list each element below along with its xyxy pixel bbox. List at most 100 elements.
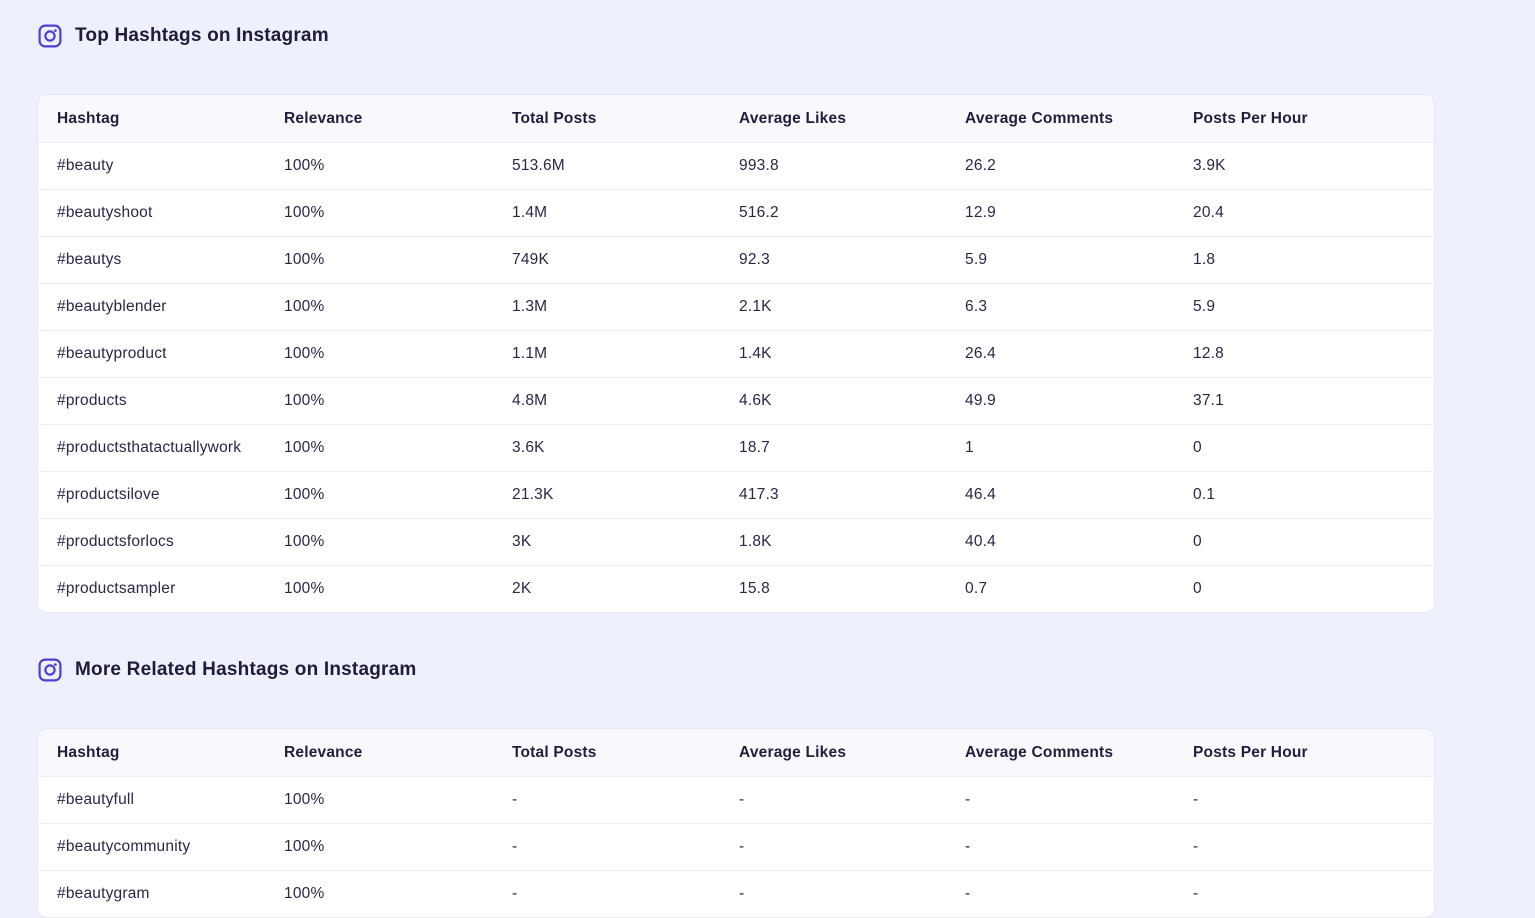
hashtag-cell: #beautyproduct [57, 345, 167, 362]
more-related-hashtags-table: Hashtag Relevance Total Posts Average Likes… [37, 728, 1435, 918]
section-more-related-hashtags: More Related Hashtags on Instagram Hasht… [0, 656, 1535, 918]
value-cell: - [965, 791, 971, 808]
value-cell: - [512, 791, 518, 808]
value-cell: 0.1 [1193, 486, 1216, 503]
value-cell: 100% [284, 838, 325, 855]
value-cell: 20.4 [1193, 204, 1224, 221]
value-cell: 0.7 [965, 580, 988, 597]
value-cell: 2.1K [739, 298, 772, 315]
hashtag-cell: #beautyblender [57, 298, 167, 315]
value-cell: - [1193, 791, 1199, 808]
value-cell: 1.8K [739, 533, 772, 550]
value-cell: 46.4 [965, 486, 996, 503]
section-header: More Related Hashtags on Instagram [38, 656, 1535, 683]
value-cell: 0 [1193, 439, 1202, 456]
value-cell: 1.3M [512, 298, 548, 315]
value-cell: 100% [284, 885, 325, 902]
value-cell: 1.1M [512, 345, 548, 362]
column-header: Average Comments [965, 109, 1114, 127]
hashtag-cell: #beautyshoot [57, 204, 153, 221]
hashtag-cell: #products [57, 392, 127, 409]
value-cell: 513.6M [512, 157, 565, 174]
value-cell: 15.8 [739, 580, 770, 597]
value-cell: 100% [284, 791, 325, 808]
table-row: #productsilove 100% 21.3K 417.3 46.4 0.1 [38, 471, 1434, 518]
value-cell: 0 [1193, 580, 1202, 597]
table-row: #productsampler 100% 2K 15.8 0.7 0 [38, 565, 1434, 612]
value-cell: 100% [284, 345, 325, 362]
table-header-row: Hashtag Relevance Total Posts Average Likes… [38, 729, 1434, 776]
column-header: Average Comments [965, 743, 1114, 761]
value-cell: - [1193, 838, 1199, 855]
section-title: More Related Hashtags on Instagram [75, 658, 417, 680]
value-cell: 5.9 [965, 251, 988, 268]
table-row: #beautys 100% 749K 92.3 5.9 1.8 [38, 236, 1434, 283]
value-cell: 49.9 [965, 392, 996, 409]
value-cell: - [965, 838, 971, 855]
value-cell: 3.9K [1193, 157, 1226, 174]
value-cell: 6.3 [965, 298, 988, 315]
value-cell: 37.1 [1193, 392, 1224, 409]
value-cell: 993.8 [739, 157, 779, 174]
value-cell: 749K [512, 251, 549, 268]
value-cell: 1 [965, 439, 974, 456]
hashtag-cell: #productsforlocs [57, 533, 174, 550]
value-cell: - [512, 838, 518, 855]
column-header: Average Likes [739, 743, 847, 761]
value-cell: - [739, 885, 745, 902]
value-cell: 516.2 [739, 204, 779, 221]
value-cell: 100% [284, 439, 325, 456]
hashtag-cell: #beauty [57, 157, 114, 174]
value-cell: 4.8M [512, 392, 548, 409]
value-cell: 100% [284, 204, 325, 221]
column-header: Posts Per Hour [1193, 743, 1308, 761]
value-cell: 100% [284, 533, 325, 550]
value-cell: 100% [284, 157, 325, 174]
value-cell: 40.4 [965, 533, 996, 550]
column-header: Relevance [284, 743, 363, 761]
value-cell: 100% [284, 580, 325, 597]
value-cell: 92.3 [739, 251, 770, 268]
hashtag-cell: #beautygram [57, 885, 150, 902]
value-cell: 5.9 [1193, 298, 1216, 315]
hashtag-cell: #beautys [57, 251, 122, 268]
value-cell: 0 [1193, 533, 1202, 550]
value-cell: 18.7 [739, 439, 770, 456]
column-header: Relevance [284, 109, 363, 127]
value-cell: 1.8 [1193, 251, 1216, 268]
value-cell: 100% [284, 251, 325, 268]
value-cell: - [739, 838, 745, 855]
top-hashtags-table: Hashtag Relevance Total Posts Average Likes… [37, 94, 1435, 613]
table-row: #beautyshoot 100% 1.4M 516.2 12.9 20.4 [38, 189, 1434, 236]
value-cell: 4.6K [739, 392, 772, 409]
table-row: #productsthatactuallywork 100% 3.6K 18.7 1 0 [38, 424, 1434, 471]
table-row: #productsforlocs 100% 3K 1.8K 40.4 0 [38, 518, 1434, 565]
value-cell: - [965, 885, 971, 902]
value-cell: 3.6K [512, 439, 545, 456]
table-row: #beautyfull 100% - - - - [38, 776, 1434, 823]
value-cell: 21.3K [512, 486, 554, 503]
value-cell: 12.8 [1193, 345, 1224, 362]
section-top-hashtags: Top Hashtags on Instagram Hashtag Relevan… [0, 22, 1535, 613]
section-header: Top Hashtags on Instagram [38, 22, 1535, 49]
table-row: #beautycommunity 100% - - - - [38, 823, 1434, 870]
table-header-row: Hashtag Relevance Total Posts Average Likes… [38, 95, 1434, 142]
value-cell: - [1193, 885, 1199, 902]
table-row: #beautyblender 100% 1.3M 2.1K 6.3 5.9 [38, 283, 1434, 330]
instagram-icon [38, 24, 62, 48]
hashtag-cell: #beautycommunity [57, 838, 191, 855]
column-header: Total Posts [512, 743, 597, 761]
column-header: Posts Per Hour [1193, 109, 1308, 127]
value-cell: 417.3 [739, 486, 779, 503]
value-cell: - [512, 885, 518, 902]
value-cell: 100% [284, 486, 325, 503]
column-header: Hashtag [57, 743, 120, 761]
hashtag-cell: #productsampler [57, 580, 176, 597]
value-cell: 100% [284, 392, 325, 409]
table-row: #beauty 100% 513.6M 993.8 26.2 3.9K [38, 142, 1434, 189]
hashtag-cell: #productsilove [57, 486, 160, 503]
value-cell: 100% [284, 298, 325, 315]
value-cell: 1.4K [739, 345, 772, 362]
value-cell: 3K [512, 533, 532, 550]
